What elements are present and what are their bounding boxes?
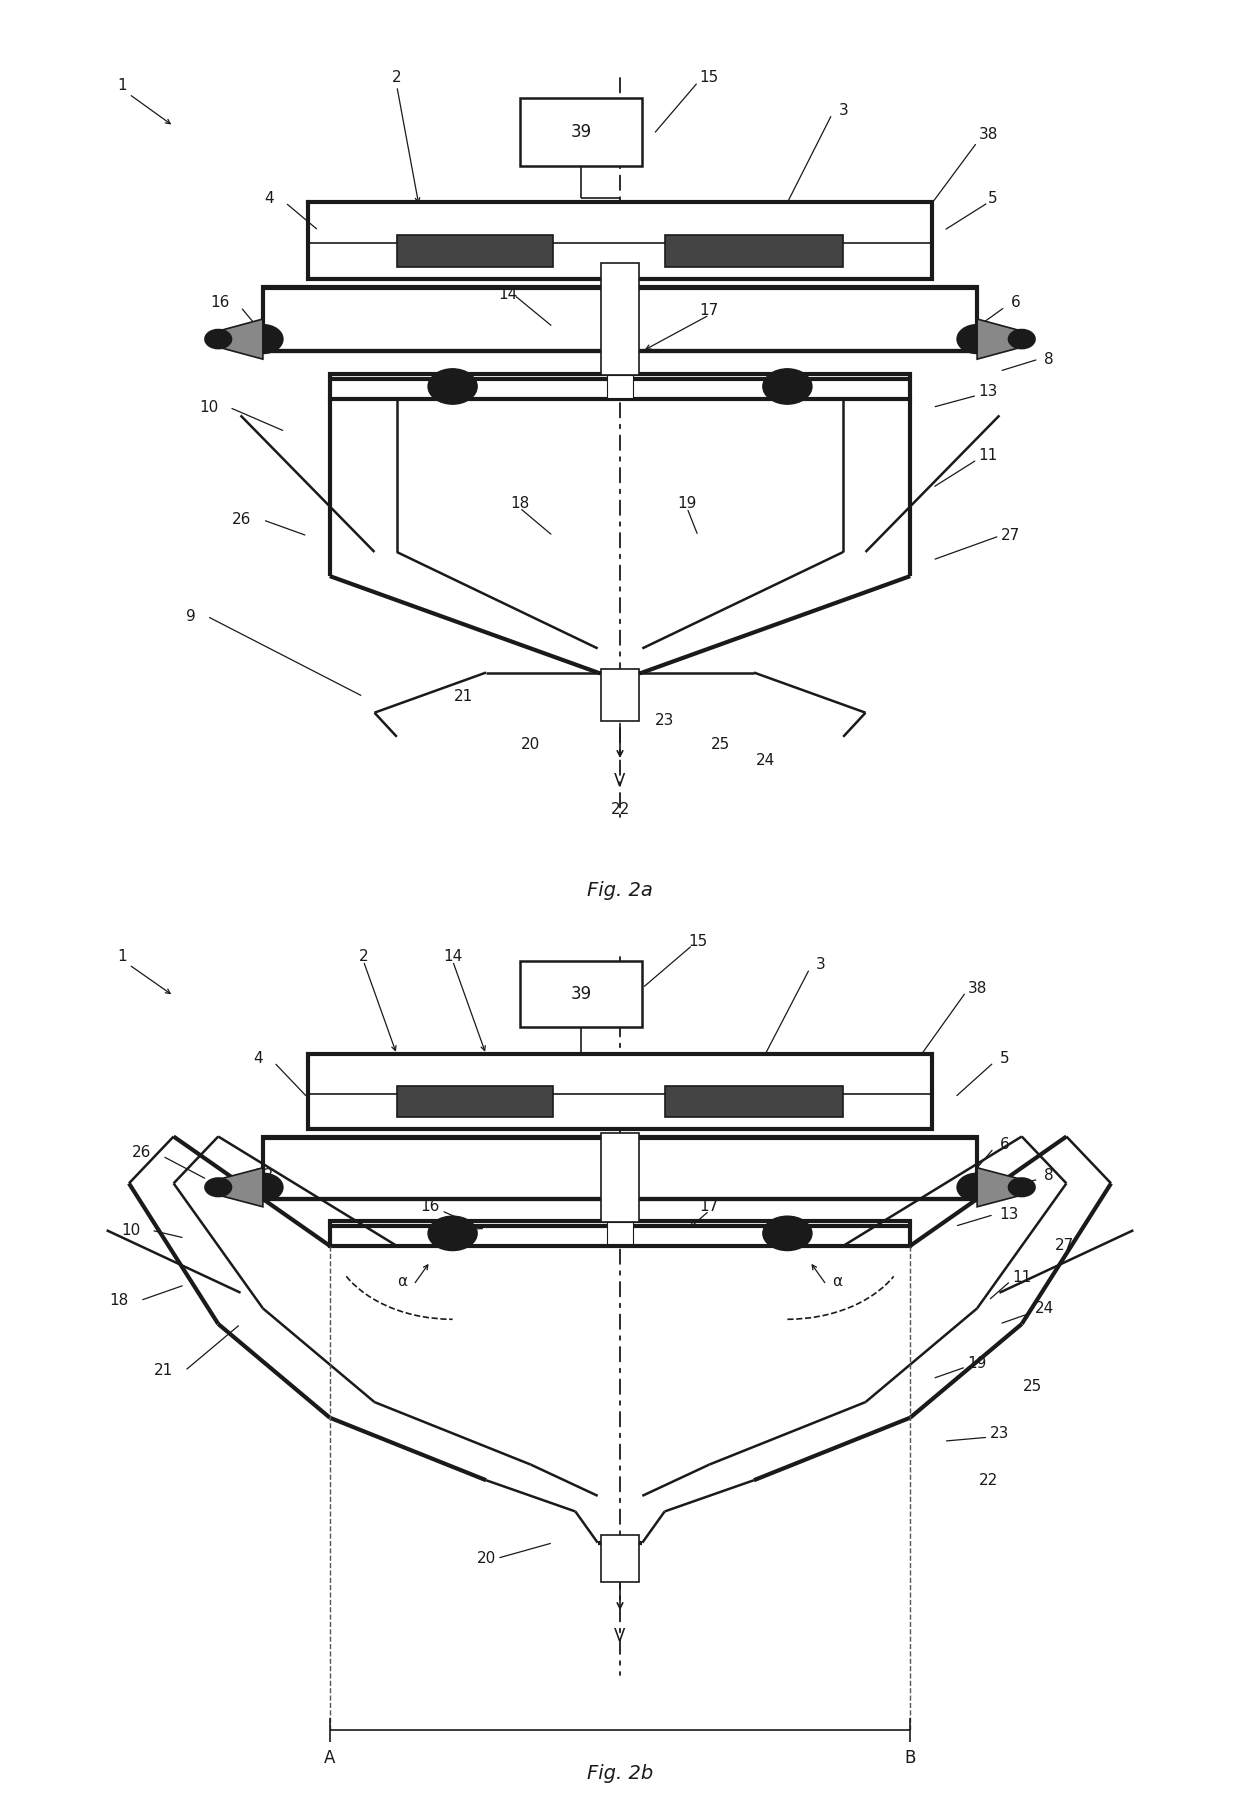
Text: 38: 38: [978, 127, 998, 142]
Text: 17: 17: [699, 1199, 719, 1213]
Text: V: V: [614, 1628, 626, 1646]
Text: 9: 9: [186, 609, 196, 625]
Text: 24: 24: [755, 754, 775, 768]
Text: 16: 16: [210, 296, 229, 311]
Circle shape: [428, 1217, 477, 1251]
Bar: [601, 1133, 639, 1222]
Text: 38: 38: [967, 980, 987, 996]
Polygon shape: [218, 320, 263, 359]
Text: B: B: [904, 1748, 916, 1766]
Text: 1: 1: [118, 950, 128, 964]
Bar: [330, 1221, 910, 1246]
Text: 14: 14: [443, 950, 463, 964]
Text: 18: 18: [109, 1292, 129, 1309]
Polygon shape: [977, 1169, 1022, 1206]
Text: 12: 12: [254, 1169, 274, 1183]
Bar: [330, 373, 910, 398]
Text: 14: 14: [498, 287, 518, 302]
Text: 13: 13: [978, 384, 998, 398]
Bar: [665, 235, 843, 267]
Text: 23: 23: [655, 713, 675, 729]
Text: 5: 5: [999, 1050, 1009, 1066]
Text: 17: 17: [699, 303, 719, 318]
Bar: [308, 1054, 932, 1129]
Text: Fig. 2b: Fig. 2b: [587, 1764, 653, 1782]
Circle shape: [243, 325, 283, 354]
Text: α: α: [397, 1273, 408, 1289]
Circle shape: [1008, 1178, 1035, 1197]
Text: 18: 18: [510, 495, 529, 512]
Text: 11: 11: [1012, 1269, 1032, 1285]
Circle shape: [243, 1174, 283, 1201]
Circle shape: [205, 1178, 232, 1197]
Text: 6: 6: [999, 1136, 1009, 1152]
Text: 10: 10: [120, 1222, 140, 1239]
Text: 20: 20: [521, 738, 541, 752]
Bar: [665, 1086, 843, 1116]
Bar: [606, 1222, 634, 1244]
Text: 19: 19: [967, 1355, 987, 1371]
Text: 5: 5: [988, 190, 998, 206]
Bar: [520, 960, 642, 1027]
Bar: [601, 1535, 639, 1581]
Text: 2: 2: [392, 70, 402, 86]
Text: 22: 22: [610, 802, 630, 817]
Bar: [601, 668, 639, 722]
Text: 13: 13: [999, 1206, 1019, 1222]
Text: 10: 10: [198, 400, 218, 415]
Text: 25: 25: [711, 738, 730, 752]
Text: 15: 15: [699, 70, 719, 86]
Text: 27: 27: [1001, 528, 1021, 544]
Bar: [520, 99, 642, 167]
Text: 8: 8: [1044, 352, 1054, 366]
Text: 21: 21: [154, 1364, 174, 1379]
Text: 25: 25: [1023, 1379, 1043, 1395]
Bar: [397, 235, 553, 267]
Bar: [606, 375, 634, 398]
Text: V: V: [614, 772, 626, 790]
Text: 15: 15: [688, 933, 708, 950]
Circle shape: [957, 1174, 997, 1201]
Text: 26: 26: [232, 512, 252, 528]
Text: 39: 39: [570, 122, 591, 140]
Circle shape: [763, 368, 812, 404]
Bar: [397, 1086, 553, 1116]
Polygon shape: [218, 1169, 263, 1206]
Text: 26: 26: [131, 1145, 151, 1160]
Text: 24: 24: [1034, 1301, 1054, 1316]
Text: 4: 4: [253, 1050, 263, 1066]
Circle shape: [957, 325, 997, 354]
Text: 23: 23: [990, 1425, 1009, 1441]
Text: 27: 27: [1055, 1239, 1075, 1253]
Text: 3: 3: [816, 957, 826, 973]
Circle shape: [1008, 330, 1035, 348]
Text: 3: 3: [838, 102, 848, 118]
Text: 8: 8: [1044, 1169, 1054, 1183]
Text: 19: 19: [677, 495, 697, 512]
Text: 39: 39: [570, 984, 591, 1003]
Text: 20: 20: [476, 1551, 496, 1565]
Text: 2: 2: [358, 950, 368, 964]
Circle shape: [763, 1217, 812, 1251]
Text: 12: 12: [254, 327, 274, 343]
Bar: [263, 1136, 977, 1199]
Circle shape: [205, 330, 232, 348]
Text: 16: 16: [420, 1199, 440, 1213]
Text: 11: 11: [978, 449, 998, 463]
Polygon shape: [977, 320, 1022, 359]
Text: 4: 4: [264, 190, 274, 206]
Text: A: A: [324, 1748, 336, 1766]
Text: 22: 22: [978, 1472, 998, 1488]
Bar: [263, 287, 977, 352]
Text: α: α: [832, 1273, 843, 1289]
Circle shape: [428, 368, 477, 404]
Text: Fig. 2a: Fig. 2a: [587, 881, 653, 901]
Bar: [308, 203, 932, 278]
Text: 1: 1: [118, 79, 128, 93]
Bar: [601, 262, 639, 375]
Text: 21: 21: [454, 689, 474, 704]
Text: 6: 6: [1011, 296, 1021, 311]
